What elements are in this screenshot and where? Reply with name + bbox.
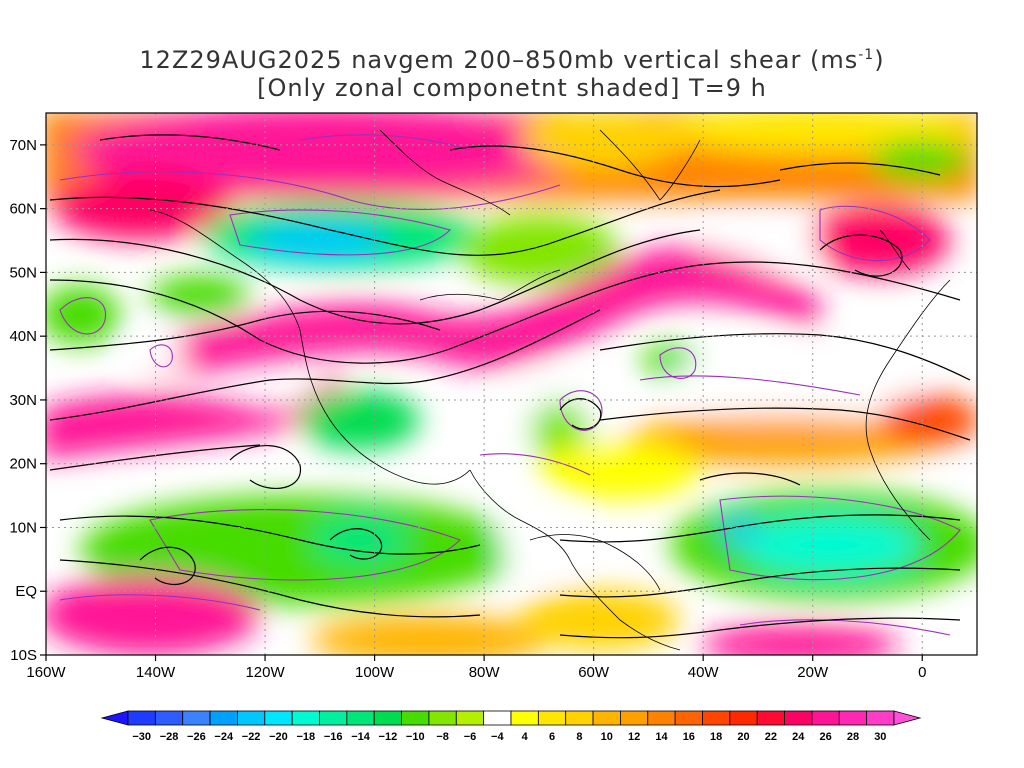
colorbar-label: −28	[160, 731, 179, 743]
colorbar-label: −6	[464, 731, 477, 743]
colorbar-swatch	[483, 710, 512, 726]
colorbar-label: −26	[187, 731, 206, 743]
colorbar-label: 24	[792, 731, 805, 743]
colorbar-swatch	[647, 710, 676, 726]
colorbar-swatch	[346, 710, 375, 726]
colorbar-swatch	[154, 710, 184, 726]
colorbar-swatch	[428, 710, 457, 726]
colorbar-swatch	[209, 710, 238, 726]
colorbar-swatch	[291, 710, 320, 726]
lat-tick-label: 70N	[9, 137, 37, 154]
colorbar-low-arrow	[100, 710, 129, 726]
colorbar-label: 26	[819, 731, 831, 743]
colorbar-label: 14	[655, 731, 668, 743]
colorbar-label: 8	[576, 731, 582, 743]
colorbar-label: −8	[436, 731, 449, 743]
colorbar-label: −30	[132, 731, 151, 743]
colorbar-label: 20	[737, 731, 749, 743]
purple-contours	[59, 134, 961, 636]
lon-tick-label: 100W	[355, 664, 395, 681]
latitude-ticks: 70N 60N 50N 40N 30N 20N 10N EQ 10S	[9, 137, 46, 664]
colorbar-label: −20	[269, 731, 288, 743]
lat-tick-label: 40N	[9, 328, 37, 345]
plot-area	[46, 113, 977, 655]
colorbar-swatch	[565, 710, 594, 726]
colorbar-swatch	[182, 710, 211, 726]
colorbar-swatch	[811, 710, 840, 726]
title-close: )	[874, 46, 885, 74]
colorbar-label: 4	[522, 731, 529, 743]
colorbar-label: 12	[628, 731, 640, 743]
colorbar-swatch	[729, 710, 758, 726]
lat-tick-label: EQ	[15, 583, 37, 600]
longitude-ticks: 160W 140W 120W 100W 80W 60W 40W 20W 0	[26, 655, 926, 681]
lon-tick-label: 60W	[578, 664, 610, 681]
lat-tick-label: 50N	[9, 264, 37, 281]
chart-title-line1: 12Z29AUG2025 navgem 200–850mb vertical s…	[0, 46, 1024, 74]
coastlines	[149, 129, 951, 651]
colorbar-label: −24	[214, 731, 234, 743]
colorbar-label: 22	[765, 731, 777, 743]
lon-tick-label: 80W	[469, 664, 501, 681]
colorbar-high-arrow	[893, 710, 922, 726]
colorbar-swatch	[702, 710, 731, 726]
lon-tick-label: 160W	[26, 664, 66, 681]
streamlines	[49, 134, 971, 639]
colorbar-swatch	[620, 710, 649, 726]
colorbar-label: 6	[549, 731, 555, 743]
colorbar-label: −18	[296, 731, 315, 743]
colorbar-swatch	[756, 710, 785, 726]
colorbar-label: 18	[710, 731, 722, 743]
colorbar-swatch	[373, 710, 402, 726]
lat-tick-label: 10S	[10, 647, 37, 664]
colorbar-swatch	[455, 710, 485, 726]
lat-tick-label: 10N	[9, 519, 37, 536]
lat-tick-label: 30N	[9, 392, 37, 409]
shading-layer	[46, 113, 977, 655]
title-superscript: -1	[858, 47, 875, 63]
colorbar-label: −22	[242, 731, 261, 743]
lon-tick-label: 120W	[245, 664, 285, 681]
lat-tick-label: 20N	[9, 456, 37, 473]
colorbar-label: 16	[683, 731, 695, 743]
colorbar-label: −16	[324, 731, 343, 743]
colorbar-swatch	[319, 710, 348, 726]
colorbar-swatch	[127, 710, 156, 726]
colorbar-swatch	[510, 710, 539, 726]
plot-frame	[45, 112, 978, 656]
colorbar-label: 28	[847, 731, 859, 743]
colorbar-swatch	[784, 710, 813, 726]
grid-lines	[46, 113, 977, 655]
lon-tick-label: 140W	[136, 664, 176, 681]
colorbar-swatch	[866, 710, 895, 726]
colorbar-label: −14	[351, 731, 371, 743]
colorbar-swatch	[401, 710, 430, 726]
lon-tick-label: 40W	[688, 664, 720, 681]
colorbar: −30 −28 −26 −24 −22 −20 −18 −16 −14 −12 −10 −8 −6 −4 4…	[100, 710, 922, 743]
lon-tick-label: 20W	[797, 664, 829, 681]
colorbar-swatch	[237, 710, 266, 726]
lat-tick-label: 60N	[9, 201, 37, 218]
colorbar-label: 30	[874, 731, 886, 743]
colorbar-label: −4	[491, 731, 504, 743]
colorbar-swatch	[838, 710, 868, 726]
lon-tick-label: 0	[918, 664, 926, 681]
chart-title-line2: [Only zonal componetnt shaded] T=9 h	[257, 74, 767, 102]
colorbar-swatch	[674, 710, 703, 726]
colorbar-swatch	[592, 710, 621, 726]
colorbar-label: −10	[406, 731, 425, 743]
colorbar-swatch	[264, 710, 293, 726]
colorbar-swatch	[537, 710, 567, 726]
title-main: 12Z29AUG2025 navgem 200–850mb vertical s…	[139, 46, 859, 74]
colorbar-label: 10	[601, 731, 613, 743]
colorbar-label: −12	[379, 731, 398, 743]
